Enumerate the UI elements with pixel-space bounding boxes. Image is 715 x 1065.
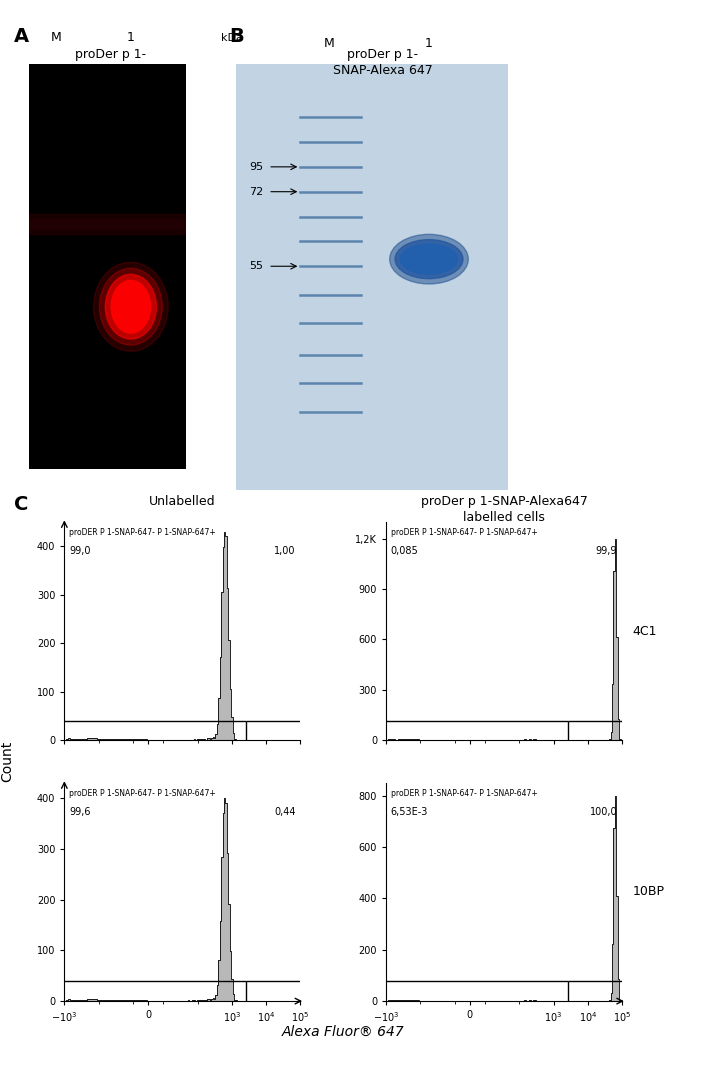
Ellipse shape	[105, 275, 157, 339]
Text: Unlabelled: Unlabelled	[149, 495, 216, 508]
Text: proDER P 1-SNAP-647- P 1-SNAP-647+: proDER P 1-SNAP-647- P 1-SNAP-647+	[69, 789, 216, 799]
Text: 0,085: 0,085	[391, 546, 418, 556]
Text: 55: 55	[249, 261, 263, 272]
Text: B: B	[229, 27, 244, 46]
Ellipse shape	[395, 240, 463, 279]
Text: M: M	[323, 36, 335, 50]
Text: 6,53E-3: 6,53E-3	[391, 807, 428, 817]
Text: C: C	[14, 495, 29, 514]
Ellipse shape	[400, 244, 458, 275]
Text: 0,44: 0,44	[274, 807, 295, 817]
Text: proDer p 1-
SNAP-Alexa 647: proDer p 1- SNAP-Alexa 647	[332, 48, 433, 77]
Ellipse shape	[390, 234, 468, 284]
Text: proDER P 1-SNAP-647- P 1-SNAP-647+: proDER P 1-SNAP-647- P 1-SNAP-647+	[391, 789, 538, 799]
Ellipse shape	[99, 268, 162, 345]
Text: 10BP: 10BP	[633, 885, 665, 899]
Text: proDer p 1-
SNAP-Alexa 647: proDer p 1- SNAP-Alexa 647	[61, 48, 161, 77]
Text: 95: 95	[249, 162, 263, 171]
Text: 1: 1	[425, 36, 433, 50]
Text: 72: 72	[249, 186, 263, 197]
Text: M: M	[51, 31, 61, 44]
Text: 99,6: 99,6	[69, 807, 91, 817]
Ellipse shape	[94, 262, 168, 351]
Text: 1,00: 1,00	[274, 546, 295, 556]
Text: proDER P 1-SNAP-647- P 1-SNAP-647+: proDER P 1-SNAP-647- P 1-SNAP-647+	[391, 528, 538, 538]
Text: proDer p 1-SNAP-Alexa647
labelled cells: proDer p 1-SNAP-Alexa647 labelled cells	[420, 495, 588, 524]
Text: 100,0: 100,0	[590, 807, 617, 817]
Text: 99,9: 99,9	[596, 546, 617, 556]
Text: 1: 1	[127, 31, 135, 44]
Text: 99,0: 99,0	[69, 546, 91, 556]
Text: Alexa Fluor® 647: Alexa Fluor® 647	[282, 1025, 405, 1038]
Ellipse shape	[112, 280, 150, 333]
Text: 4C1: 4C1	[633, 624, 657, 638]
Text: proDER P 1-SNAP-647- P 1-SNAP-647+: proDER P 1-SNAP-647- P 1-SNAP-647+	[69, 528, 216, 538]
Bar	[29, 214, 186, 234]
Text: kDa: kDa	[222, 33, 243, 43]
Text: Count: Count	[0, 741, 14, 782]
Text: A: A	[14, 27, 29, 46]
